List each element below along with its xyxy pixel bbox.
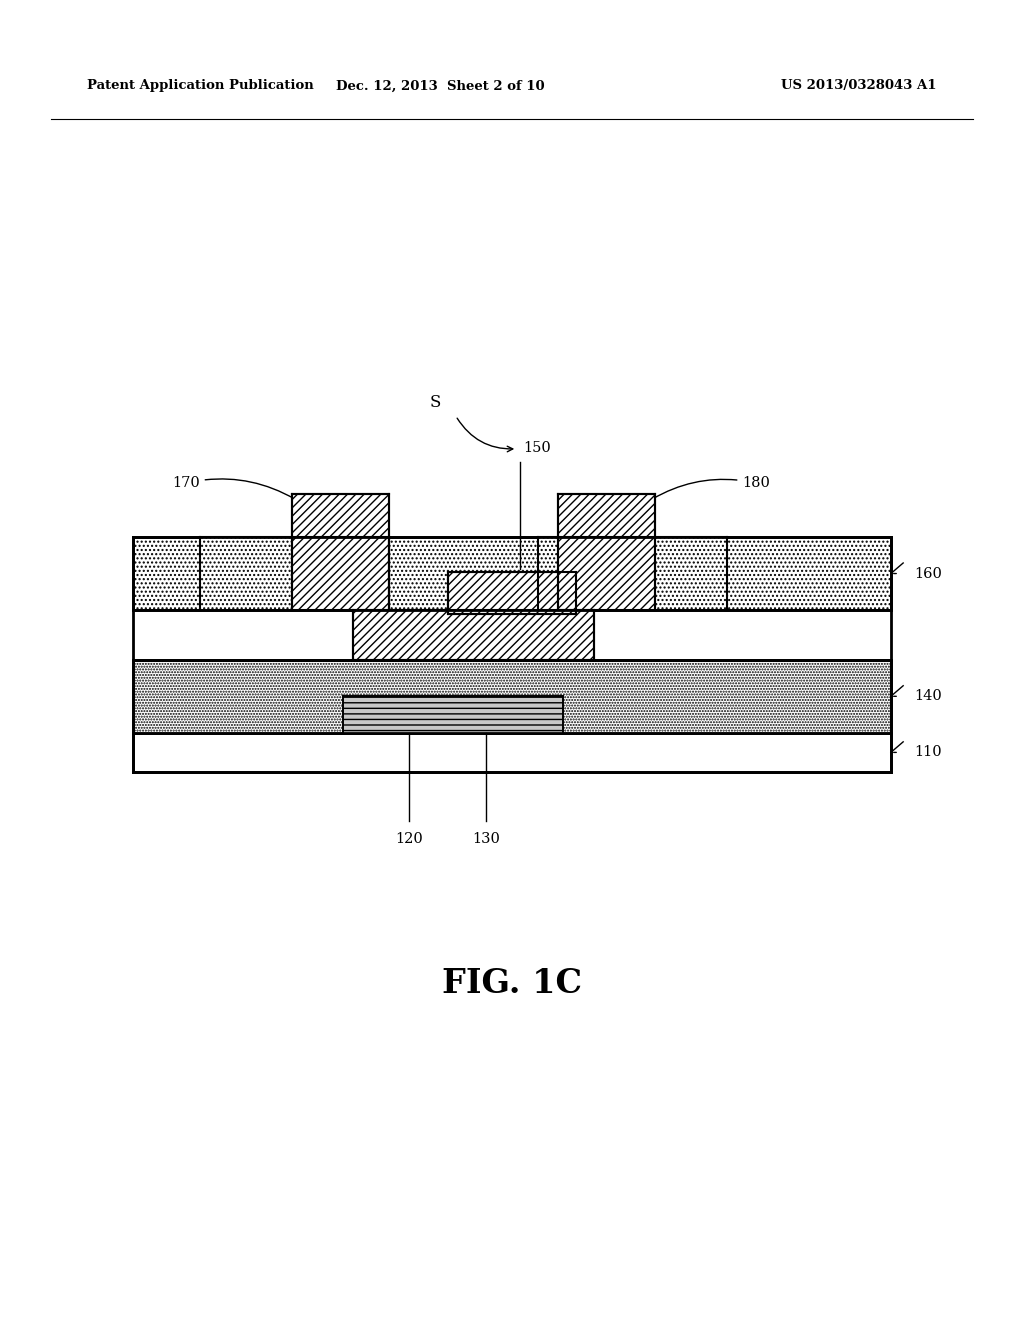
Text: 170: 170	[172, 477, 295, 499]
Text: 140: 140	[914, 689, 942, 704]
Text: S: S	[429, 395, 441, 411]
Text: 130: 130	[472, 832, 500, 846]
Bar	[133, 733, 891, 772]
Text: 110: 110	[914, 746, 942, 759]
Text: Dec. 12, 2013  Sheet 2 of 10: Dec. 12, 2013 Sheet 2 of 10	[336, 79, 545, 92]
Text: 180: 180	[652, 477, 770, 499]
Bar	[133, 537, 891, 610]
Bar	[449, 572, 575, 614]
Bar	[538, 537, 727, 610]
Bar	[343, 696, 563, 733]
Bar	[558, 494, 655, 610]
Text: Patent Application Publication: Patent Application Publication	[87, 79, 313, 92]
Text: FIG. 1C: FIG. 1C	[442, 966, 582, 1001]
Text: 160: 160	[914, 566, 942, 581]
Text: 150: 150	[523, 441, 552, 455]
Bar	[353, 610, 594, 660]
Bar	[133, 660, 891, 733]
Bar	[200, 537, 389, 610]
Bar	[292, 494, 389, 610]
Text: 120: 120	[395, 832, 423, 846]
Text: US 2013/0328043 A1: US 2013/0328043 A1	[781, 79, 937, 92]
